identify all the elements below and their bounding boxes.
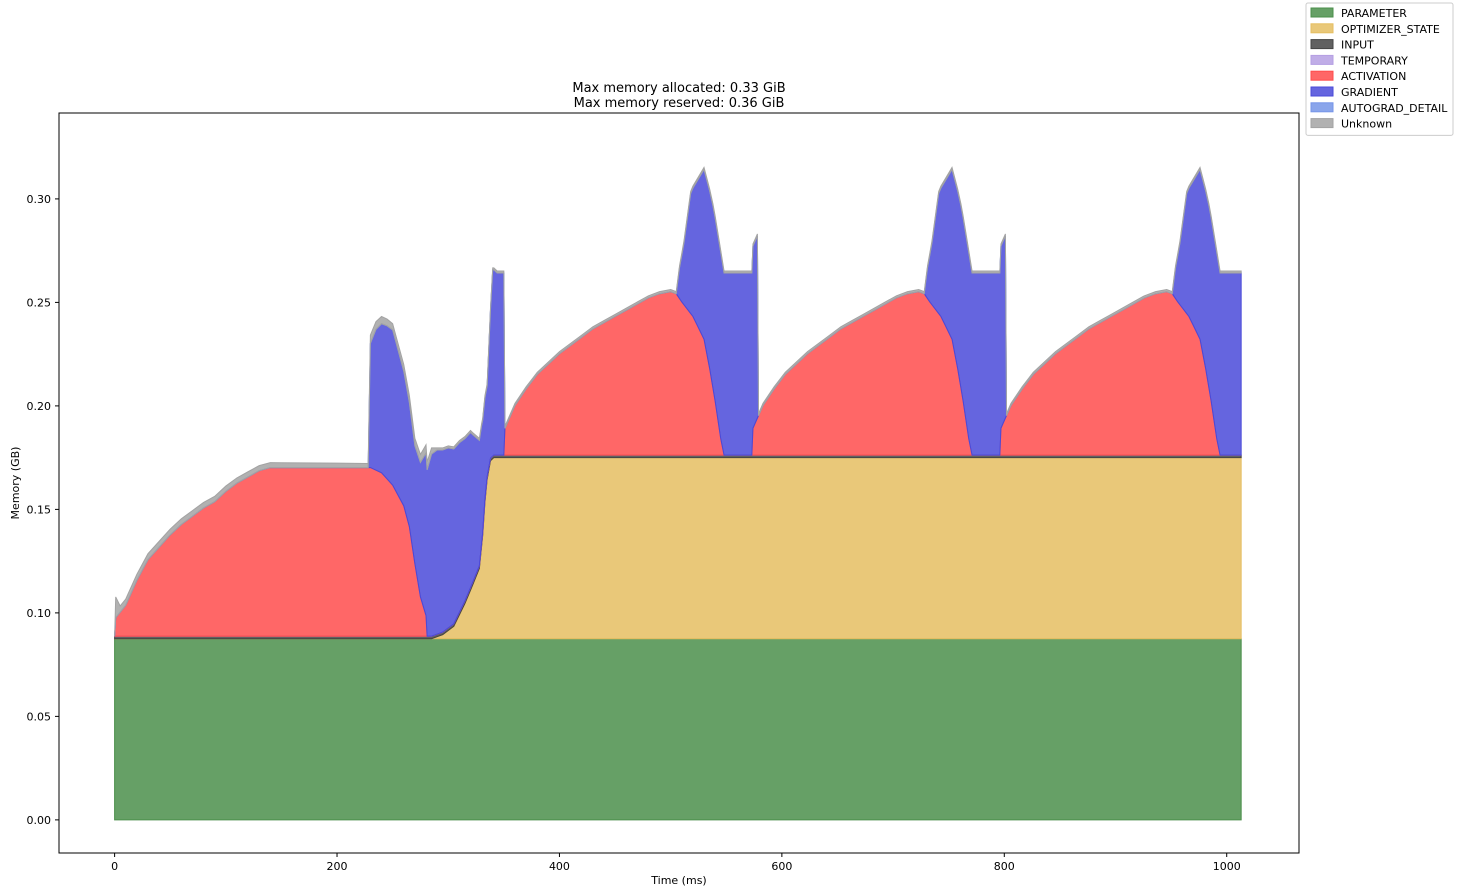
legend-label: Unknown: [1341, 118, 1392, 131]
legend-label: ACTIVATION: [1341, 70, 1406, 83]
y-tick-label: 0.25: [27, 296, 52, 309]
y-tick-label: 0.10: [27, 607, 52, 620]
legend-item-optimizer-state: OPTIMIZER_STATE: [1310, 23, 1440, 36]
y-tick-label: 0.20: [27, 400, 52, 413]
area-series-parameter: [114, 638, 1242, 821]
x-tick-label: 200: [327, 860, 348, 873]
plot-area: [114, 166, 1242, 821]
legend-swatch: [1310, 39, 1334, 50]
legend-label: PARAMETER: [1341, 7, 1407, 20]
x-axis: 0 200 400 600 800 1000: [111, 853, 1241, 873]
y-tick-label: 0.00: [27, 814, 52, 827]
legend-label: GRADIENT: [1341, 86, 1398, 99]
y-tick-label: 0.05: [27, 710, 52, 723]
legend-box: [1305, 2, 1454, 136]
legend-item-gradient: GRADIENT: [1310, 86, 1398, 99]
x-tick-label: 1000: [1213, 860, 1241, 873]
area-series-unknown: [114, 166, 1242, 637]
legend-item-temporary: TEMPORARY: [1310, 54, 1408, 67]
legend-swatch: [1310, 118, 1334, 129]
x-tick-label: 0: [111, 860, 118, 873]
legend-swatch: [1310, 7, 1334, 18]
y-axis-label: Memory (GB): [9, 447, 22, 520]
y-axis: 0.00 0.05 0.10 0.15 0.20 0.25 0.30: [27, 193, 59, 827]
legend-item-autograd-detail: AUTOGRAD_DETAIL: [1310, 102, 1448, 115]
legend-item-input: INPUT: [1310, 39, 1374, 52]
y-tick-label: 0.30: [27, 193, 52, 206]
legend: PARAMETER OPTIMIZER_STATE INPUT TEMPORARY AC…: [1305, 2, 1454, 136]
legend-swatch: [1310, 86, 1334, 97]
legend-label: OPTIMIZER_STATE: [1341, 23, 1440, 36]
x-axis-label: Time (ms): [650, 874, 706, 887]
legend-label: TEMPORARY: [1340, 54, 1408, 67]
legend-item-activation: ACTIVATION: [1310, 70, 1406, 83]
legend-label: INPUT: [1341, 39, 1374, 52]
legend-swatch: [1310, 70, 1334, 81]
x-tick-label: 600: [771, 860, 792, 873]
chart-title-line-allocated: Max memory allocated: 0.33 GiB: [572, 81, 785, 96]
legend-item-parameter: PARAMETER: [1310, 7, 1407, 20]
x-tick-label: 400: [549, 860, 570, 873]
legend-label: AUTOGRAD_DETAIL: [1341, 102, 1448, 115]
legend-swatch: [1310, 54, 1334, 65]
plot-frame: [58, 112, 1300, 854]
chart-title: Max memory allocated: 0.33 GiB Max memor…: [572, 81, 785, 111]
legend-swatch: [1310, 102, 1334, 113]
chart-title-line-reserved: Max memory reserved: 0.36 GiB: [574, 96, 785, 111]
legend-item-unknown: Unknown: [1310, 118, 1392, 131]
x-tick-label: 800: [994, 860, 1015, 873]
legend-swatch: [1310, 23, 1334, 34]
y-tick-label: 0.15: [27, 503, 52, 516]
